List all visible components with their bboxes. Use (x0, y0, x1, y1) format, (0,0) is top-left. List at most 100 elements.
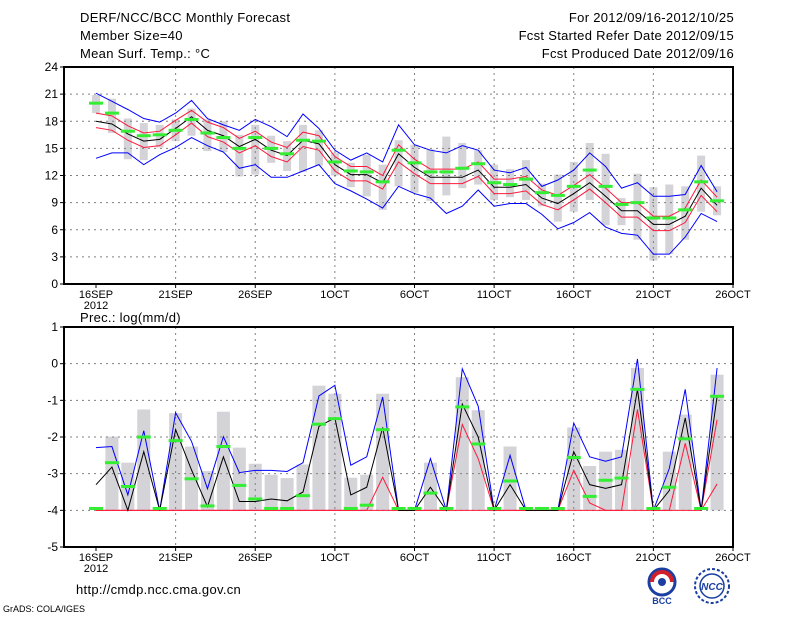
observed-marker (662, 485, 677, 489)
range-bar (458, 142, 467, 189)
observed-marker (168, 439, 183, 443)
plot-frame (63, 66, 734, 285)
observed-marker (407, 507, 422, 510)
forecast-start-date: Fcst Started Refer Date 2012/09/15 (518, 28, 734, 43)
observed-marker (694, 180, 709, 184)
observed-marker (518, 507, 533, 510)
observed-marker (200, 504, 215, 508)
precip-title: Prec.: log(mm/d) (80, 310, 181, 325)
ncc-logo: NCC (690, 566, 734, 606)
x-year-label: 2012 (84, 300, 108, 312)
range-bar (442, 136, 451, 196)
range-bar (296, 464, 310, 511)
range-bar (567, 427, 581, 511)
series-line-ensemble-min (95, 136, 718, 255)
y-tick-label: 6 (51, 223, 58, 237)
observed-marker (534, 507, 549, 510)
range-bar (681, 186, 690, 240)
observed-marker (550, 193, 565, 197)
observed-marker (614, 202, 629, 206)
y-tick-label: -3 (47, 467, 58, 481)
observed-marker (582, 494, 597, 498)
observed-marker (311, 139, 326, 143)
range-bar (200, 471, 214, 511)
range-bar (203, 119, 212, 152)
observed-marker (598, 184, 613, 188)
observed-marker (455, 405, 470, 409)
observed-marker (248, 497, 263, 501)
y-tick-label: 18 (45, 114, 59, 128)
x-tick-label: 1OCT (320, 289, 350, 301)
figure-title: DERF/NCC/BCC Monthly Forecast (80, 10, 291, 25)
observed-marker (152, 133, 167, 137)
x-tick-label: 21SEP (159, 552, 193, 564)
range-bar (537, 183, 546, 207)
range-bar (137, 409, 151, 511)
grads-credit: GrADS: COLA/IGES (3, 604, 86, 614)
observed-marker (710, 199, 725, 203)
observed-marker (216, 136, 231, 140)
svg-text:NCC: NCC (701, 582, 723, 593)
temperature-chart: 0 3 6 9 12 15 18 21 24 16SEP 21SEP 26SEP 1OCT 6OCT 11O… (45, 60, 751, 312)
range-bar (710, 374, 724, 511)
x-tick-label: 16OCT (556, 289, 592, 301)
range-bar (410, 144, 419, 193)
forecast-produced-date: Fcst Produced Date 2012/09/16 (541, 46, 734, 61)
observed-marker (216, 445, 231, 449)
observed-marker (503, 183, 518, 187)
observed-marker (296, 138, 311, 142)
observed-marker (630, 387, 645, 391)
observed-marker (343, 507, 358, 510)
range-bar (187, 108, 196, 136)
observed-marker (200, 131, 215, 135)
range-bar (362, 154, 371, 197)
member-size: Member Size=40 (80, 28, 183, 43)
y-tick-label: -1 (47, 393, 58, 407)
observed-marker (503, 479, 518, 483)
observed-marker (375, 180, 390, 184)
observed-marker (264, 146, 279, 150)
observed-marker (487, 507, 502, 510)
observed-marker (518, 177, 533, 181)
x-tick-label: 21OCT (636, 289, 672, 301)
y-tick-label: 15 (45, 141, 59, 155)
observed-marker (280, 507, 295, 510)
observed-marker (136, 435, 151, 439)
observed-marker (678, 437, 693, 441)
observed-marker (582, 168, 597, 172)
observed-marker (359, 503, 374, 507)
observed-marker (487, 181, 502, 185)
y-tick-label: -2 (47, 430, 58, 444)
observed-marker (184, 477, 199, 481)
observed-marker (455, 166, 470, 170)
range-bar (360, 474, 374, 511)
website-url[interactable]: http://cmdp.ncc.cma.gov.cn (76, 582, 242, 597)
y-tick-label: 24 (45, 60, 59, 74)
observed-marker (136, 134, 151, 138)
observed-marker (439, 507, 454, 510)
x-tick-label: 6OCT (400, 289, 430, 301)
bcc-logo: BCC (640, 566, 684, 606)
observed-marker (104, 461, 119, 465)
y-tick-label: -4 (47, 503, 58, 517)
observed-marker (89, 507, 103, 510)
range-bar (697, 155, 706, 212)
y-tick-label: 3 (51, 250, 58, 264)
observed-marker (232, 146, 247, 150)
observed-marker (439, 170, 454, 174)
x-tick-label: 26SEP (238, 289, 272, 301)
series-line-ensemble-mean (95, 116, 718, 225)
range-bar (328, 393, 342, 511)
observed-marker (646, 216, 661, 220)
observed-marker (630, 201, 645, 205)
x-tick-label: 26SEP (238, 552, 272, 564)
forecast-period: For 2012/09/16-2012/10/25 (568, 10, 734, 25)
observed-marker (391, 507, 406, 510)
observed-marker (566, 456, 581, 460)
plot-frame (63, 326, 734, 548)
y-tick-label: 9 (51, 196, 58, 210)
svg-text:BCC: BCC (652, 596, 672, 606)
observed-marker (311, 422, 326, 426)
